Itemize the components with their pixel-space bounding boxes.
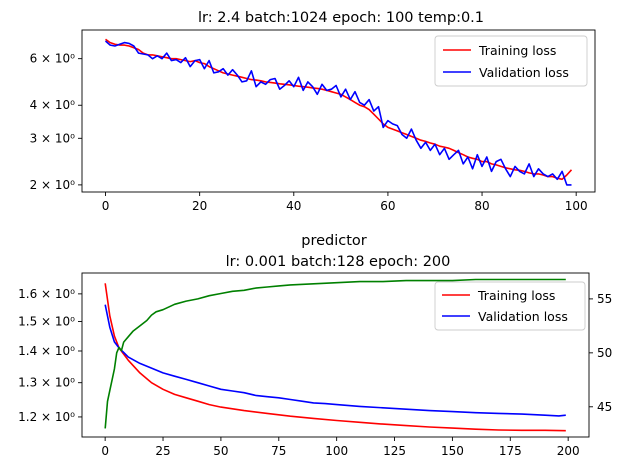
chart-1-legend: Training loss Validation loss <box>434 35 588 87</box>
chart-1-legend-box <box>434 35 588 87</box>
chart-1-plot-frame <box>81 29 596 193</box>
chart-2-legend: Training loss Validation loss <box>434 281 586 331</box>
chart-1-title: lr: 2.4 batch:1024 epoch: 100 temp:0.1 <box>198 10 484 26</box>
chart-2-title-line-1: predictor <box>301 233 367 249</box>
y-tick-label: 1.6 × 10⁰ <box>18 287 75 301</box>
x-tick-label: 0 <box>101 444 109 458</box>
y-tick-label: 2 × 10⁰ <box>30 178 76 192</box>
chart-2-x-axis: 0 25 50 75 100 125 150 175 200 <box>101 437 580 458</box>
chart-2-series-line-1 <box>104 283 566 432</box>
y-tick-label: 4 × 10⁰ <box>30 98 76 112</box>
x-tick-label: 80 <box>474 199 489 213</box>
chart-2: predictor lr: 0.001 batch:128 epoch: 200… <box>18 233 612 458</box>
chart-1-y-axis: 2 × 10⁰ 3 × 10⁰ 4 × 10⁰ 6 × 10⁰ <box>30 52 82 192</box>
chart-1-series-line-2 <box>104 40 572 186</box>
y2-tick-label: 50 <box>597 346 612 360</box>
x-tick-label: 100 <box>325 444 348 458</box>
x-tick-label: 150 <box>441 444 464 458</box>
chart-1-legend-label-validation: Validation loss <box>479 65 569 80</box>
y-tick-label: 1.2 × 10⁰ <box>18 410 75 424</box>
y-tick-label: 1.5 × 10⁰ <box>18 314 75 328</box>
chart-2-series-layer <box>104 278 566 432</box>
chart-2-legend-label-training: Training loss <box>477 288 555 303</box>
x-tick-label: 100 <box>565 199 588 213</box>
x-tick-label: 50 <box>213 444 228 458</box>
chart-1-legend-label-training: Training loss <box>478 43 556 58</box>
x-tick-label: 0 <box>102 199 110 213</box>
x-tick-label: 75 <box>271 444 286 458</box>
chart-2-y-axis-left: 1.2 × 10⁰ 1.3 × 10⁰ 1.4 × 10⁰ 1.5 × 10⁰ 1.6 … <box>18 287 82 424</box>
y-tick-label: 1.4 × 10⁰ <box>18 344 75 358</box>
x-tick-label: 175 <box>499 444 522 458</box>
x-tick-label: 200 <box>557 444 580 458</box>
chart-2-series-line-3 <box>104 278 566 429</box>
y2-tick-label: 45 <box>597 400 612 414</box>
chart-2-legend-label-validation: Validation loss <box>478 309 568 324</box>
y-tick-label: 1.3 × 10⁰ <box>18 376 75 390</box>
x-tick-label: 25 <box>155 444 170 458</box>
y-tick-label: 3 × 10⁰ <box>30 131 76 145</box>
chart-2-y-axis-right: 45 50 55 <box>589 292 612 414</box>
chart-2-title-line-2: lr: 0.001 batch:128 epoch: 200 <box>226 254 451 270</box>
chart-1-x-axis: 0 20 40 60 80 100 <box>102 192 588 213</box>
chart-1: lr: 2.4 batch:1024 epoch: 100 temp:0.1 0… <box>30 10 596 213</box>
y-tick-label: 6 × 10⁰ <box>30 52 76 66</box>
x-tick-label: 60 <box>380 199 395 213</box>
y2-tick-label: 55 <box>597 292 612 306</box>
x-tick-label: 125 <box>383 444 406 458</box>
chart-1-series-layer <box>104 38 573 186</box>
x-tick-label: 40 <box>286 199 301 213</box>
chart-2-series-line-2 <box>104 304 566 417</box>
chart-2-plot-frame <box>81 272 590 438</box>
chart-2-legend-box <box>434 281 586 331</box>
x-tick-label: 20 <box>192 199 207 213</box>
